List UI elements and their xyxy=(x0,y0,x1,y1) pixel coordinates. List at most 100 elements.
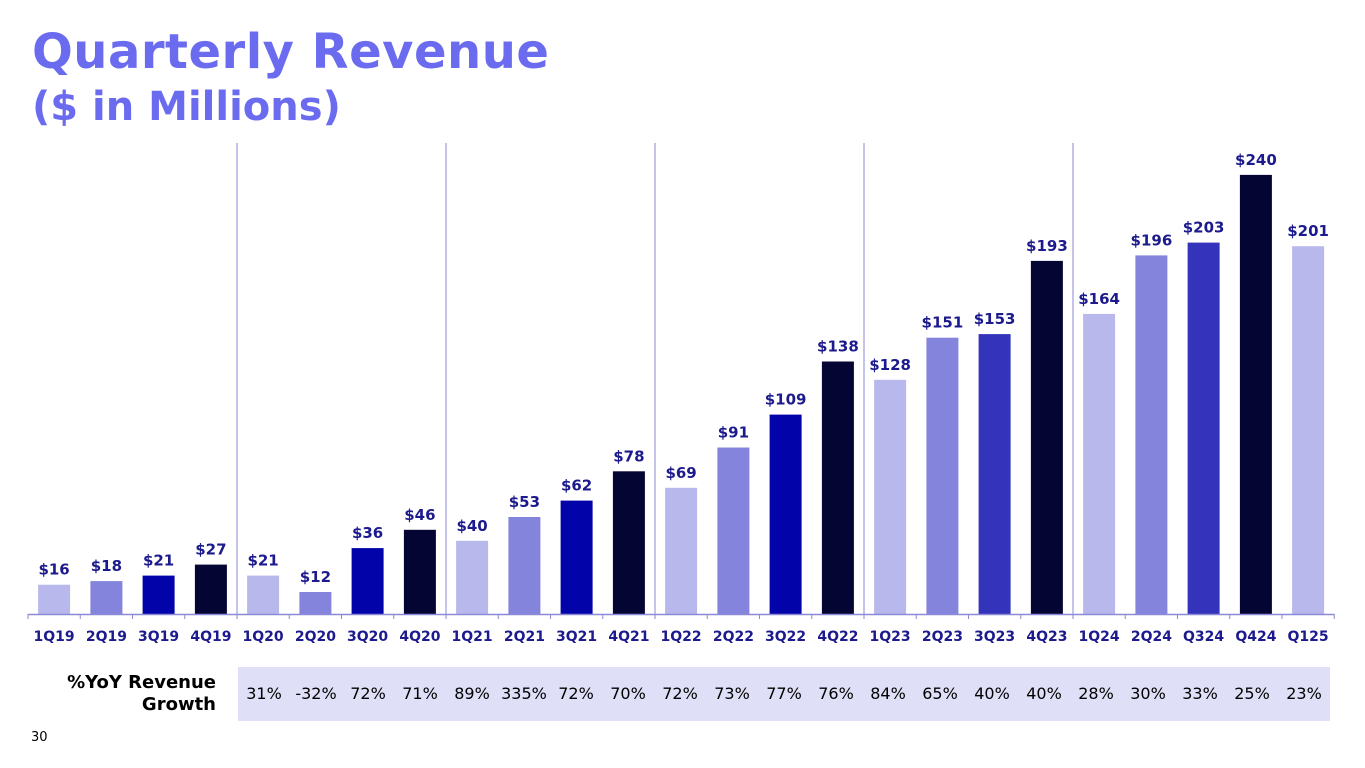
x-tick-label-3Q22: 3Q22 xyxy=(765,629,806,645)
data-label-2Q22: $91 xyxy=(718,424,749,442)
x-tick-label-2Q22: 2Q22 xyxy=(713,629,754,645)
bar-1Q20 xyxy=(247,575,280,614)
bar-1Q22 xyxy=(665,487,698,614)
x-tick-label-1Q22: 1Q22 xyxy=(661,629,702,645)
bar-2Q19 xyxy=(90,581,123,614)
data-label-1Q19: $16 xyxy=(38,561,69,579)
bar-3Q21 xyxy=(560,500,593,614)
data-label-Q424: $240 xyxy=(1235,151,1277,169)
x-tick-label-2Q21: 2Q21 xyxy=(504,629,545,645)
data-label-2Q20: $12 xyxy=(300,568,331,586)
growth-cell: 72% xyxy=(558,684,594,703)
x-tick-label-4Q20: 4Q20 xyxy=(399,629,440,645)
data-label-1Q22: $69 xyxy=(665,464,696,482)
data-label-1Q21: $40 xyxy=(456,517,487,535)
data-label-2Q21: $53 xyxy=(509,493,540,511)
page-title: Quarterly Revenue xyxy=(32,24,550,80)
growth-cell: 335% xyxy=(501,684,547,703)
growth-cell: 76% xyxy=(818,684,854,703)
growth-cell: 71% xyxy=(402,684,438,703)
x-tick-label-4Q22: 4Q22 xyxy=(817,629,858,645)
data-label-3Q22: $109 xyxy=(765,391,807,409)
data-label-4Q20: $46 xyxy=(404,506,435,524)
bar-4Q19 xyxy=(194,564,227,614)
x-tick-label-Q324: Q324 xyxy=(1183,629,1224,645)
data-label-2Q19: $18 xyxy=(91,557,122,575)
growth-cell: 31% xyxy=(246,684,282,703)
growth-cell: 89% xyxy=(454,684,490,703)
growth-cell: 25% xyxy=(1234,684,1270,703)
x-tick-label-3Q23: 3Q23 xyxy=(974,629,1015,645)
data-label-4Q21: $78 xyxy=(613,447,644,465)
bar-4Q23 xyxy=(1030,260,1063,614)
x-tick-label-3Q19: 3Q19 xyxy=(138,629,179,645)
bar-1Q24 xyxy=(1083,313,1116,614)
bar-1Q23 xyxy=(874,379,907,614)
bar-4Q22 xyxy=(821,361,854,614)
bar-2Q20 xyxy=(299,592,332,614)
data-label-1Q24: $164 xyxy=(1078,290,1120,308)
data-label-3Q19: $21 xyxy=(143,552,174,570)
data-label-3Q23: $153 xyxy=(974,310,1016,328)
bar-1Q21 xyxy=(456,540,489,614)
bar-1Q19 xyxy=(38,584,71,614)
bar-Q424 xyxy=(1239,174,1272,614)
bar-Q125 xyxy=(1292,246,1325,614)
x-tick-label-1Q19: 1Q19 xyxy=(34,629,75,645)
growth-cell: 84% xyxy=(870,684,906,703)
data-label-2Q24: $196 xyxy=(1131,231,1173,249)
data-label-4Q19: $27 xyxy=(195,541,226,559)
x-tick-label-1Q20: 1Q20 xyxy=(243,629,284,645)
growth-cell: -32% xyxy=(295,684,337,703)
data-label-3Q20: $36 xyxy=(352,524,383,542)
data-label-Q125: $201 xyxy=(1287,222,1329,240)
bar-4Q21 xyxy=(612,471,645,614)
x-tick-label-1Q23: 1Q23 xyxy=(870,629,911,645)
bar-3Q19 xyxy=(142,575,175,614)
growth-cell: 40% xyxy=(974,684,1010,703)
x-tick-label-4Q19: 4Q19 xyxy=(190,629,231,645)
x-tick-label-4Q23: 4Q23 xyxy=(1026,629,1067,645)
growth-cell: 70% xyxy=(610,684,646,703)
growth-cell: 23% xyxy=(1286,684,1322,703)
growth-cell: 33% xyxy=(1182,684,1218,703)
bar-Q324 xyxy=(1187,242,1220,614)
data-label-2Q23: $151 xyxy=(922,314,964,332)
growth-cell: 40% xyxy=(1026,684,1062,703)
page-number: 30 xyxy=(31,730,48,745)
x-tick-label-Q424: Q424 xyxy=(1235,629,1276,645)
x-tick-label-3Q21: 3Q21 xyxy=(556,629,597,645)
bar-2Q24 xyxy=(1135,255,1168,614)
data-label-1Q23: $128 xyxy=(869,356,911,374)
data-label-Q324: $203 xyxy=(1183,219,1225,237)
growth-row-label: %YoY Revenue Growth xyxy=(67,672,216,715)
x-tick-label-3Q20: 3Q20 xyxy=(347,629,388,645)
data-label-4Q22: $138 xyxy=(817,338,859,356)
x-tick-label-1Q24: 1Q24 xyxy=(1079,629,1120,645)
x-tick-label-4Q21: 4Q21 xyxy=(608,629,649,645)
x-tick-label-1Q21: 1Q21 xyxy=(452,629,493,645)
x-tick-label-2Q24: 2Q24 xyxy=(1131,629,1172,645)
growth-cell: 77% xyxy=(766,684,802,703)
growth-cell: 72% xyxy=(662,684,698,703)
revenue-bar-chart: $16 1Q19 $18 2Q19 $21 3Q19 $27 4Q19 $21 1Q20 $12 2Q… xyxy=(27,143,1335,645)
x-tick-label-2Q20: 2Q20 xyxy=(295,629,336,645)
x-tick-label-2Q19: 2Q19 xyxy=(86,629,127,645)
bar-2Q21 xyxy=(508,517,541,614)
data-label-4Q23: $193 xyxy=(1026,237,1068,255)
growth-cell: 65% xyxy=(922,684,958,703)
growth-table-row: 31% -32% 72% 71% 89% 335% 72% 70% 72% 73% 77% 76% 84… xyxy=(238,667,1330,721)
growth-cell: 73% xyxy=(714,684,750,703)
growth-cell: 28% xyxy=(1078,684,1114,703)
bar-3Q22 xyxy=(769,414,802,614)
growth-cell: 30% xyxy=(1130,684,1166,703)
bar-4Q20 xyxy=(403,529,436,614)
data-label-1Q20: $21 xyxy=(247,552,278,570)
bar-2Q22 xyxy=(717,447,750,614)
bar-2Q23 xyxy=(926,337,959,614)
bar-3Q20 xyxy=(351,548,384,614)
bar-3Q23 xyxy=(978,334,1011,614)
page-subtitle: ($ in Millions) xyxy=(32,84,341,130)
x-tick-label-Q125: Q125 xyxy=(1288,629,1329,645)
growth-cell: 72% xyxy=(350,684,386,703)
